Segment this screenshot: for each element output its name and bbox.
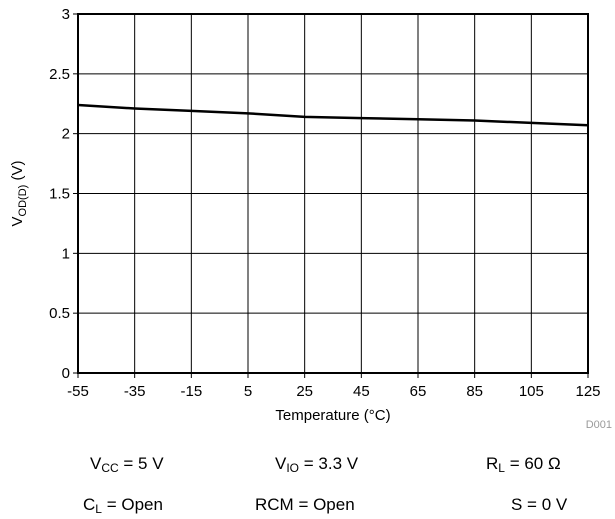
x-tick-label: 45 <box>353 383 370 400</box>
x-tick-label: 85 <box>466 383 483 400</box>
condition-rl: RL = 60 Ω <box>486 454 561 475</box>
x-axis-label: Temperature (°C) <box>275 407 390 424</box>
y-tick-label: 3 <box>62 6 70 23</box>
y-tick-label: 2 <box>62 126 70 143</box>
y-ticks: 0 0.5 1 1.5 2 2.5 3 <box>49 6 78 382</box>
x-tick-label: 65 <box>410 383 427 400</box>
condition-rcm: RCM = Open <box>255 495 355 514</box>
y-tick-label: 2.5 <box>49 66 70 83</box>
x-ticks: -55 -35 -15 5 25 45 65 85 105 125 <box>67 373 601 400</box>
y-axis-label-tail: (V) <box>9 161 26 185</box>
y-tick-label: 0.5 <box>49 305 70 322</box>
x-tick-label: 5 <box>244 383 252 400</box>
y-tick-label: 1.5 <box>49 186 70 203</box>
series-line <box>77 103 589 127</box>
x-tick-label: 125 <box>575 383 600 400</box>
figure-code: D001 <box>586 419 612 431</box>
series-layer <box>77 103 589 127</box>
y-tick-label: 1 <box>62 245 70 262</box>
x-tick-label: -35 <box>124 383 146 400</box>
y-tick-label: 0 <box>62 365 70 382</box>
grid <box>77 13 589 374</box>
y-axis-label: VOD(D) (V) <box>9 161 29 227</box>
y-axis-label-main: V <box>9 216 26 226</box>
condition-s: S = 0 V <box>511 495 568 514</box>
voltage-temperature-chart: -55 -35 -15 5 25 45 65 85 105 125 0 0.5 1 1.5 2 2.5 3 T… <box>9 6 612 431</box>
condition-cl: CL = Open <box>83 495 163 516</box>
y-axis-label-sub: OD(D) <box>17 185 29 217</box>
x-tick-label: 25 <box>296 383 313 400</box>
x-tick-label: -15 <box>180 383 202 400</box>
condition-vcc: VCC = 5 V <box>90 454 164 475</box>
condition-vio: VIO = 3.3 V <box>275 454 359 475</box>
x-tick-label: -55 <box>67 383 89 400</box>
x-tick-label: 105 <box>519 383 544 400</box>
